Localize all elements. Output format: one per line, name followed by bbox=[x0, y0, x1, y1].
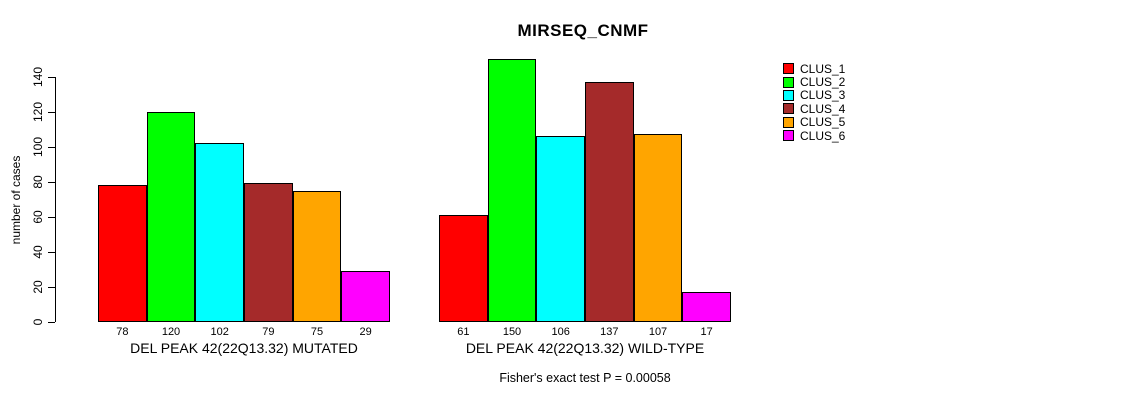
y-axis-tick bbox=[48, 251, 55, 253]
legend-label: CLUS_4 bbox=[800, 101, 846, 116]
y-axis-title: number of cases bbox=[9, 155, 23, 245]
y-axis-tick-label: 80 bbox=[31, 175, 45, 189]
y-axis-tick-label: 120 bbox=[31, 101, 45, 122]
legend-label: CLUS_1 bbox=[800, 61, 846, 76]
bar-clus_2-group2 bbox=[487, 59, 537, 322]
y-axis-tick bbox=[48, 286, 55, 288]
y-axis-tick-label: 140 bbox=[31, 66, 45, 87]
legend-item-clus_4: CLUS_4 bbox=[783, 101, 846, 116]
bar-clus_6-group2 bbox=[682, 292, 731, 322]
legend-swatch-icon bbox=[783, 76, 794, 88]
legend-item-clus_2: CLUS_2 bbox=[783, 75, 846, 90]
bar-clus_1-group2 bbox=[439, 215, 488, 322]
bar-value-label: 79 bbox=[262, 326, 275, 338]
group-axis-label: DEL PEAK 42(22Q13.32) WILD-TYPE bbox=[465, 340, 705, 356]
legend-item-clus_1: CLUS_1 bbox=[783, 61, 846, 76]
y-axis-tick-label: 100 bbox=[31, 136, 45, 157]
bar-value-label: 75 bbox=[310, 326, 324, 338]
y-axis-tick bbox=[48, 216, 55, 218]
legend-swatch-icon bbox=[783, 103, 794, 115]
group-axis-label: DEL PEAK 42(22Q13.32) MUTATED bbox=[130, 340, 358, 356]
y-axis-tick bbox=[48, 111, 55, 113]
legend: CLUS_1 CLUS_2 CLUS_3 CLUS_4 CLUS_5 CLUS_6 bbox=[783, 61, 846, 143]
bar-value-label: 150 bbox=[502, 326, 522, 338]
y-axis-tick-label: 40 bbox=[31, 245, 45, 259]
bar-value-label: 17 bbox=[700, 326, 713, 338]
bar-clus_5-group2 bbox=[633, 134, 683, 322]
bar-clus_4-group1 bbox=[244, 183, 293, 322]
bar-value-label: 29 bbox=[359, 326, 372, 338]
bar-value-label: 102 bbox=[210, 326, 229, 338]
y-axis-tick bbox=[48, 181, 55, 183]
bar-value-label: 78 bbox=[116, 326, 129, 338]
y-axis-tick-label: 0 bbox=[31, 318, 45, 326]
legend-label: CLUS_3 bbox=[800, 88, 846, 103]
legend-label: CLUS_6 bbox=[800, 128, 846, 143]
legend-label: CLUS_2 bbox=[800, 75, 846, 90]
y-axis-tick bbox=[48, 322, 55, 323]
bar-clus_4-group2 bbox=[585, 81, 634, 322]
y-axis-line bbox=[55, 76, 56, 322]
chart-title: MIRSEQ_CNMF bbox=[517, 21, 649, 40]
bar-clus_3-group2 bbox=[536, 136, 585, 322]
legend-item-clus_5: CLUS_5 bbox=[783, 115, 846, 130]
y-axis-tick-label: 20 bbox=[31, 280, 45, 294]
legend-label: CLUS_5 bbox=[800, 115, 846, 130]
bar-clus_2-group1 bbox=[146, 111, 196, 322]
bar-value-label: 107 bbox=[648, 326, 668, 338]
bar-value-label: 106 bbox=[551, 326, 570, 338]
y-axis-tick bbox=[48, 146, 55, 148]
legend-swatch-icon bbox=[783, 63, 794, 75]
legend-item-clus_3: CLUS_3 bbox=[783, 88, 846, 103]
y-axis-tick bbox=[48, 76, 55, 78]
bar-clus_1-group1 bbox=[98, 185, 147, 322]
y-axis-tick-label: 60 bbox=[31, 210, 45, 224]
bar-value-label: 61 bbox=[457, 326, 470, 338]
bar-value-label: 120 bbox=[161, 326, 181, 338]
legend-swatch-icon bbox=[783, 89, 794, 101]
bar-clus_5-group1 bbox=[292, 190, 342, 322]
bar-value-label: 137 bbox=[600, 326, 619, 338]
legend-swatch-icon bbox=[783, 130, 794, 142]
fisher-test-annotation: Fisher's exact test P = 0.00058 bbox=[499, 371, 671, 385]
bar-clus_3-group1 bbox=[195, 143, 244, 322]
legend-item-clus_6: CLUS_6 bbox=[783, 128, 846, 143]
bar-clus_6-group1 bbox=[341, 271, 390, 322]
legend-swatch-icon bbox=[783, 116, 794, 128]
